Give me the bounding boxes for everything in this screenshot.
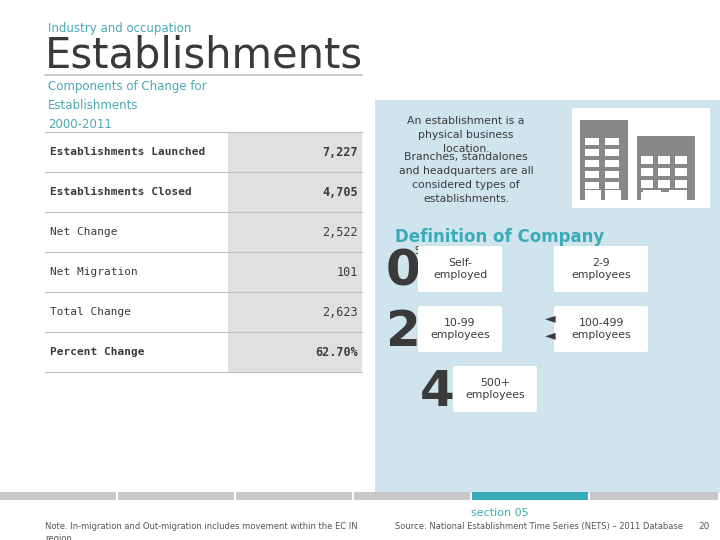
Text: Establishments Launched: Establishments Launched (50, 147, 205, 157)
Text: An establishment is a
physical business
location.: An establishment is a physical business … (408, 116, 525, 154)
Bar (118, 492, 234, 500)
Text: 500+
employees: 500+ employees (465, 378, 525, 400)
Bar (472, 492, 588, 500)
Bar (605, 190, 621, 200)
Text: ◄: ◄ (545, 328, 555, 342)
FancyBboxPatch shape (554, 246, 648, 292)
Text: 2,623: 2,623 (323, 306, 358, 319)
Bar (675, 180, 687, 188)
Bar (637, 136, 695, 200)
FancyBboxPatch shape (453, 366, 537, 412)
Text: St: St (414, 246, 424, 256)
Bar (605, 138, 619, 145)
Bar (585, 171, 599, 178)
Bar (658, 156, 670, 164)
Bar (658, 180, 670, 188)
Text: Definition of Company: Definition of Company (395, 228, 604, 246)
Bar (228, 212, 362, 252)
Bar (585, 138, 599, 145)
Bar (0, 492, 116, 500)
Text: Establishments Closed: Establishments Closed (50, 187, 192, 197)
Text: Components of Change for
Establishments
2000-2011: Components of Change for Establishments … (48, 80, 207, 131)
Bar (585, 182, 599, 189)
Text: 101: 101 (337, 266, 358, 279)
Bar (669, 190, 687, 200)
Bar (572, 108, 710, 208)
Bar (643, 190, 661, 200)
Text: 0: 0 (386, 248, 420, 296)
Bar (585, 160, 599, 167)
Text: 100-499
employees: 100-499 employees (571, 318, 631, 340)
Text: Note. In-migration and Out-migration includes movement within the EC IN
region.: Note. In-migration and Out-migration inc… (45, 522, 358, 540)
Text: 2,522: 2,522 (323, 226, 358, 239)
Bar (605, 171, 619, 178)
FancyBboxPatch shape (418, 306, 502, 352)
Text: 62.70%: 62.70% (315, 346, 358, 359)
Bar (228, 172, 362, 212)
Bar (228, 252, 362, 292)
Text: Self-
employed: Self- employed (433, 258, 487, 280)
Bar (228, 292, 362, 332)
Text: 20: 20 (698, 522, 710, 531)
Text: Source: National Establishment Time Series (NETS) – 2011 Database: Source: National Establishment Time Seri… (395, 522, 683, 531)
Text: section 05: section 05 (471, 508, 528, 518)
Bar (605, 193, 619, 200)
Bar (585, 190, 601, 200)
Text: Net Migration: Net Migration (50, 267, 138, 277)
Bar (228, 332, 362, 372)
Bar (228, 132, 362, 172)
Bar (585, 149, 599, 156)
Text: Establishments: Establishments (45, 34, 363, 76)
Bar (675, 192, 687, 200)
FancyBboxPatch shape (418, 246, 502, 292)
Bar (641, 180, 653, 188)
Text: 4,705: 4,705 (323, 186, 358, 199)
Text: 10-99
employees: 10-99 employees (430, 318, 490, 340)
Bar (658, 168, 670, 176)
FancyBboxPatch shape (554, 306, 648, 352)
Bar (605, 160, 619, 167)
Text: Industry and occupation: Industry and occupation (48, 22, 192, 35)
Bar (605, 182, 619, 189)
Bar (236, 492, 352, 500)
Text: 4: 4 (420, 368, 455, 416)
Text: Total Change: Total Change (50, 307, 131, 317)
Text: 2: 2 (386, 308, 421, 356)
Bar (675, 168, 687, 176)
Text: ◄: ◄ (545, 311, 555, 325)
Bar (675, 156, 687, 164)
Text: 7,227: 7,227 (323, 145, 358, 159)
Bar (658, 192, 670, 200)
Bar (605, 149, 619, 156)
Bar (585, 193, 599, 200)
Bar (354, 492, 470, 500)
Bar (580, 120, 628, 200)
Bar (590, 492, 718, 500)
Text: Branches, standalones
and headquarters are all
considered types of
establishment: Branches, standalones and headquarters a… (399, 152, 534, 204)
Bar (641, 168, 653, 176)
Bar (641, 192, 653, 200)
Text: 2-9
employees: 2-9 employees (571, 258, 631, 280)
Text: Percent Change: Percent Change (50, 347, 145, 357)
Text: Net Change: Net Change (50, 227, 117, 237)
Bar (375, 100, 720, 493)
Bar (641, 156, 653, 164)
